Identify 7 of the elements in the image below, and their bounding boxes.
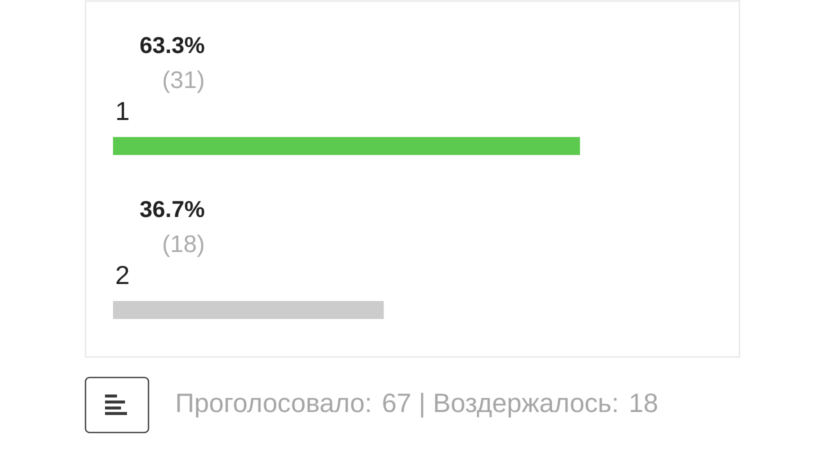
text: Проголосовало: 67 | Воздержалось: 18 [177,392,658,418]
annotation: (18) [164,234,204,257]
data-label: 63.3% [140,36,204,54]
y-tick-label: 2 [116,266,128,284]
y-tick-label: 1 [117,102,128,120]
annotation: (31) [164,70,204,93]
data-label: 36.7% [140,200,204,218]
